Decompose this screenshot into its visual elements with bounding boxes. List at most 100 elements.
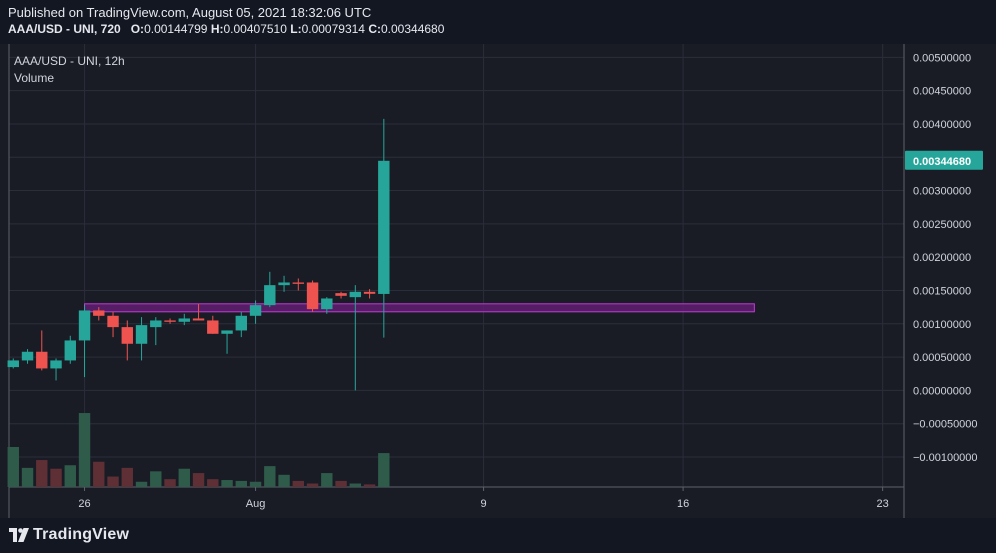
chart-grid [0,44,996,518]
candle-body [249,305,262,316]
volume-bar [221,480,233,487]
volume-bar [50,468,62,487]
volume-bar [249,481,262,487]
candle-body [21,351,34,361]
volume-bar [235,480,248,487]
price-tick-label: 0.00250000 [913,219,971,231]
candle-body [207,320,219,334]
time-tick-label: 16 [677,498,689,510]
price-tick-label: 0.00500000 [913,52,971,64]
volume-bar [107,476,119,487]
last-price-badge [905,150,983,170]
volume-bar [36,460,48,487]
tradingview-logo-icon [9,528,29,542]
candle-body [78,310,91,341]
volume-bar [278,474,290,487]
volume-bar [192,473,205,487]
candle-body [192,318,205,321]
highlight-zone [84,303,755,313]
high-label: H: [210,22,224,36]
time-axis: 26 Aug 9 16 23 [78,487,889,510]
price-tick-label: 0.00150000 [913,285,971,297]
candle-body [292,282,305,284]
tradingview-brand[interactable]: TradingView [9,526,129,544]
volume-bars [7,413,390,487]
plot-background [0,44,996,487]
close-value: 0.00344680 [380,22,445,36]
candle-body [150,320,162,328]
time-tick-label: 9 [481,498,487,510]
volume-bar [378,453,390,487]
price-tick-label: 0.00000000 [913,385,971,397]
price-tick-label: 0.00100000 [913,319,971,331]
volume-bar [292,480,305,487]
legend-title: AAA/USD - UNI, 12h [14,54,125,68]
candle-body [378,160,390,294]
price-axis: 0.005000000.004500000.004000000.00350000… [905,52,983,464]
volume-bar [178,468,190,487]
price-tick-label: 0.00200000 [913,252,971,264]
candle-body [135,325,148,344]
candle-body [306,282,319,310]
candle-body [93,310,105,316]
price-tick-label: 0.00450000 [913,86,971,98]
open-label: O: [130,22,145,36]
volume-bar [164,479,176,487]
volume-bar [321,473,333,487]
candle-body [121,327,133,344]
symbol-interval: AAA/USD - UNI, 720 [8,22,121,36]
chart-header: Published on TradingView.com, August 05,… [0,0,996,44]
volume-bar [207,479,219,487]
low-label: L: [290,22,302,36]
legend-volume: Volume [14,71,54,85]
candle-body [321,298,333,310]
candle-body [36,351,48,369]
ohlc-info: AAA/USD - UNI, 720 O:0.00144799 H:0.0040… [8,22,444,36]
candlesticks [7,118,390,391]
volume-bar [349,483,362,487]
candle-body [278,282,290,286]
volume-bar [21,467,34,487]
volume-bar [363,484,376,487]
footer-bar: TradingView [0,518,996,553]
candle-body [264,285,276,306]
price-tick-label: 0.00300000 [913,186,971,198]
candle-body [107,315,119,328]
volume-bar [93,461,105,487]
candle-body [335,293,347,296]
price-chart[interactable]: 0.005000000.004500000.004000000.00350000… [0,0,996,518]
candle-body [50,360,62,369]
volume-bar [121,467,133,487]
candle-body [178,318,190,322]
volume-bar [264,466,276,487]
time-tick-label: 26 [78,498,90,510]
candle-body [363,291,376,294]
volume-bar [64,465,76,487]
price-tick-label: −0.00100000 [913,452,978,464]
last-price-label: 0.00344680 [913,156,971,168]
candle-body [7,360,19,368]
low-value: 0.00079314 [301,22,365,36]
support-zone-rect [84,303,755,313]
volume-bar [78,413,91,487]
candle-body [64,340,76,361]
price-tick-label: −0.00050000 [913,419,978,431]
volume-bar [135,481,148,487]
price-tick-label: 0.00050000 [913,352,971,364]
close-label: C: [368,22,381,36]
brand-name: TradingView [33,526,130,543]
candle-body [235,315,248,331]
candle-body [164,320,176,322]
candle-body [349,291,362,298]
open-value: 0.00144799 [144,22,208,36]
published-info: Published on TradingView.com, August 05,… [8,5,372,20]
high-value: 0.00407510 [223,22,287,36]
candle-body [221,330,233,334]
volume-bar [150,471,162,487]
volume-bar [7,446,19,487]
volume-bar [335,480,347,487]
time-tick-label: 23 [876,498,888,510]
time-tick-label: Aug [246,498,266,510]
price-tick-label: 0.00400000 [913,119,971,131]
volume-bar [306,483,319,487]
